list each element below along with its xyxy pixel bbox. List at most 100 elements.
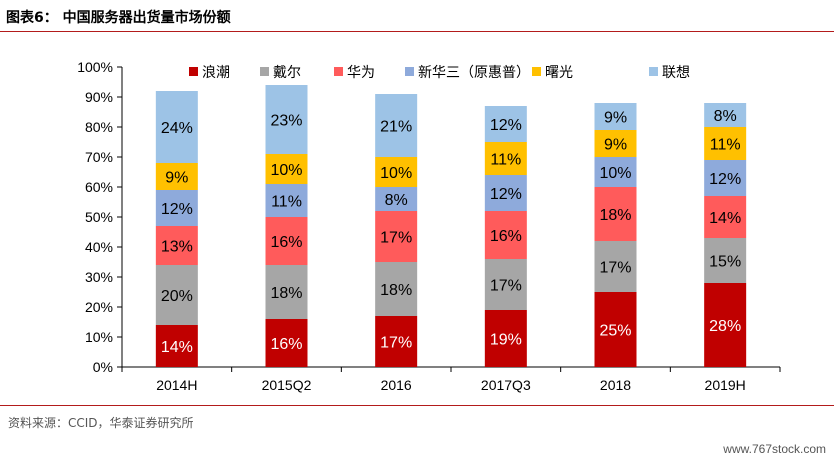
legend-label: 华为 (347, 65, 375, 81)
data-label: 17% (380, 230, 412, 247)
bar-segment (594, 103, 637, 130)
bar-segment (155, 91, 198, 163)
data-label: 9% (604, 137, 627, 154)
data-label: 23% (270, 113, 302, 130)
data-label: 20% (161, 288, 193, 305)
chart-legend: 浪潮 戴尔 华为 新华三（原惠普） 曙光 联想 (189, 65, 690, 81)
legend-label: 浪潮 (202, 65, 230, 81)
bar-segment (704, 196, 747, 238)
data-label: 10% (599, 165, 631, 182)
legend-swatch (260, 67, 269, 76)
chart-title: 图表6： 中国服务器出货量市场份额 (6, 10, 231, 26)
y-tick-label: 40% (85, 239, 113, 255)
x-tick-label: 2017Q3 (481, 377, 531, 393)
y-tick-label: 100% (77, 59, 113, 75)
data-label: 8% (714, 108, 737, 125)
chart-bars: 14% 20% 13% 12% 9% 24% 16% 18% 16% 11% 10% 23% 17% 18… (155, 85, 747, 367)
data-label: 17% (380, 335, 412, 352)
data-label: 18% (599, 207, 631, 224)
legend-swatch (649, 67, 658, 76)
data-label: 16% (270, 336, 302, 353)
data-label: 9% (604, 110, 627, 127)
x-tick-label: 2016 (381, 377, 412, 393)
data-label: 15% (709, 254, 741, 271)
data-label: 11% (271, 194, 302, 211)
y-tick-label: 60% (85, 179, 113, 195)
y-tick-label: 90% (85, 89, 113, 105)
bar-segment (484, 259, 527, 310)
bar-segment (704, 127, 747, 160)
data-label: 19% (490, 332, 522, 349)
data-label: 17% (599, 260, 631, 277)
data-label: 8% (385, 192, 408, 209)
y-tick-label: 0% (93, 359, 113, 375)
bar-segment (375, 262, 418, 316)
data-label: 18% (380, 282, 412, 299)
bar-segment (375, 316, 418, 367)
bar-segment (155, 190, 198, 226)
x-tick-label: 2015Q2 (262, 377, 312, 393)
data-label: 17% (490, 278, 522, 295)
bar-segment (484, 310, 527, 367)
data-label: 25% (599, 323, 631, 340)
y-tick-label: 50% (85, 209, 113, 225)
data-label: 18% (270, 285, 302, 302)
data-label: 21% (380, 119, 412, 136)
y-tick-label: 70% (85, 149, 113, 165)
footer-divider (0, 405, 834, 406)
bar-segment (375, 94, 418, 157)
y-tick-label: 10% (85, 329, 113, 345)
legend-swatch (189, 67, 198, 76)
bar-segment (155, 226, 198, 265)
bar-segment (704, 160, 747, 196)
data-label: 12% (161, 201, 193, 218)
bar-segment (594, 292, 637, 367)
bar-segment (265, 154, 308, 184)
bar-segment (265, 319, 308, 367)
bar-segment (155, 163, 198, 190)
data-label: 11% (490, 152, 521, 169)
bar-segment (704, 238, 747, 283)
bar-segment (594, 130, 637, 157)
legend-swatch (334, 67, 343, 76)
data-label: 16% (490, 228, 522, 245)
x-tick-label: 2019H (705, 377, 746, 393)
bar-segment (375, 187, 418, 211)
x-tick-label: 2014H (156, 377, 197, 393)
bar-segment (265, 217, 308, 265)
bar-segment (155, 325, 198, 367)
y-tick-label: 80% (85, 119, 113, 135)
bar-segment (375, 211, 418, 262)
bar-segment (594, 157, 637, 187)
chart-axes: 0% 10% 20% 30% 40% 50% 60% 70% 80% 90% 100% 2014H 20… (77, 59, 781, 393)
watermark: www.767stock.com (723, 442, 826, 456)
bar-segment (484, 175, 527, 211)
data-label: 11% (710, 137, 741, 154)
stacked-bar-chart: 0% 10% 20% 30% 40% 50% 60% 70% 80% 90% 100% 2014H 20… (77, 59, 781, 393)
data-label: 10% (270, 162, 302, 179)
data-label: 14% (161, 339, 193, 356)
header-divider (0, 31, 834, 32)
legend-swatch (405, 67, 414, 76)
bar-segment (484, 211, 527, 259)
bar-segment (704, 283, 747, 367)
bar-segment (484, 142, 527, 175)
bar-segment (265, 265, 308, 319)
legend-label: 新华三（原惠普） (418, 65, 530, 81)
data-label: 14% (709, 210, 741, 227)
legend-label: 戴尔 (273, 65, 301, 81)
legend-label: 曙光 (545, 65, 573, 81)
bar-segment (484, 106, 527, 142)
bar-segment (265, 184, 308, 217)
data-label: 12% (709, 171, 741, 188)
data-label: 10% (380, 165, 412, 182)
bar-segment (155, 265, 198, 325)
source-note: 资料来源：CCID，华泰证券研究所 (8, 416, 194, 430)
data-label: 28% (709, 318, 741, 335)
bar-segment (704, 103, 747, 127)
bar-segment (265, 85, 308, 154)
y-tick-label: 30% (85, 269, 113, 285)
legend-label: 联想 (662, 65, 690, 81)
data-label: 13% (161, 239, 193, 256)
data-label: 24% (161, 120, 193, 137)
